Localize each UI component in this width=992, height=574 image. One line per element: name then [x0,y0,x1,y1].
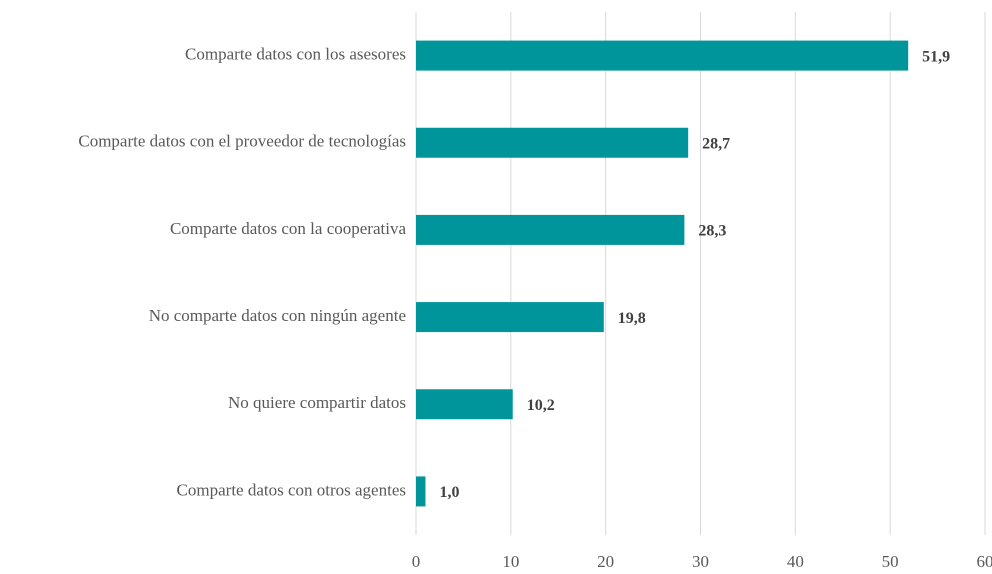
bar [416,476,426,507]
bar [416,302,604,333]
data-label: 1,0 [439,484,459,501]
bar [416,127,689,158]
y-tick-label: Comparte datos con la cooperativa [170,219,406,238]
x-tick-label: 0 [412,552,421,571]
bar [416,214,685,245]
x-tick-label: 10 [502,552,519,571]
data-label: 28,7 [702,135,730,152]
data-label: 19,8 [618,310,646,327]
y-tick-label: No quiere compartir datos [228,393,406,412]
x-tick-label: 30 [692,552,709,571]
y-tick-label: No comparte datos con ningún agente [149,306,406,325]
data-label: 51,9 [922,48,950,65]
y-tick-label: Comparte datos con otros agentes [177,480,406,499]
bar [416,40,909,71]
x-tick-label: 20 [597,552,614,571]
data-label: 10,2 [527,397,555,414]
x-tick-label: 60 [977,552,992,571]
y-tick-label: Comparte datos con los asesores [185,44,406,63]
x-tick-label: 40 [787,552,804,571]
x-tick-label: 50 [882,552,899,571]
y-tick-label: Comparte datos con el proveedor de tecno… [78,132,406,151]
data-label: 28,3 [698,223,726,240]
bar [416,389,513,420]
